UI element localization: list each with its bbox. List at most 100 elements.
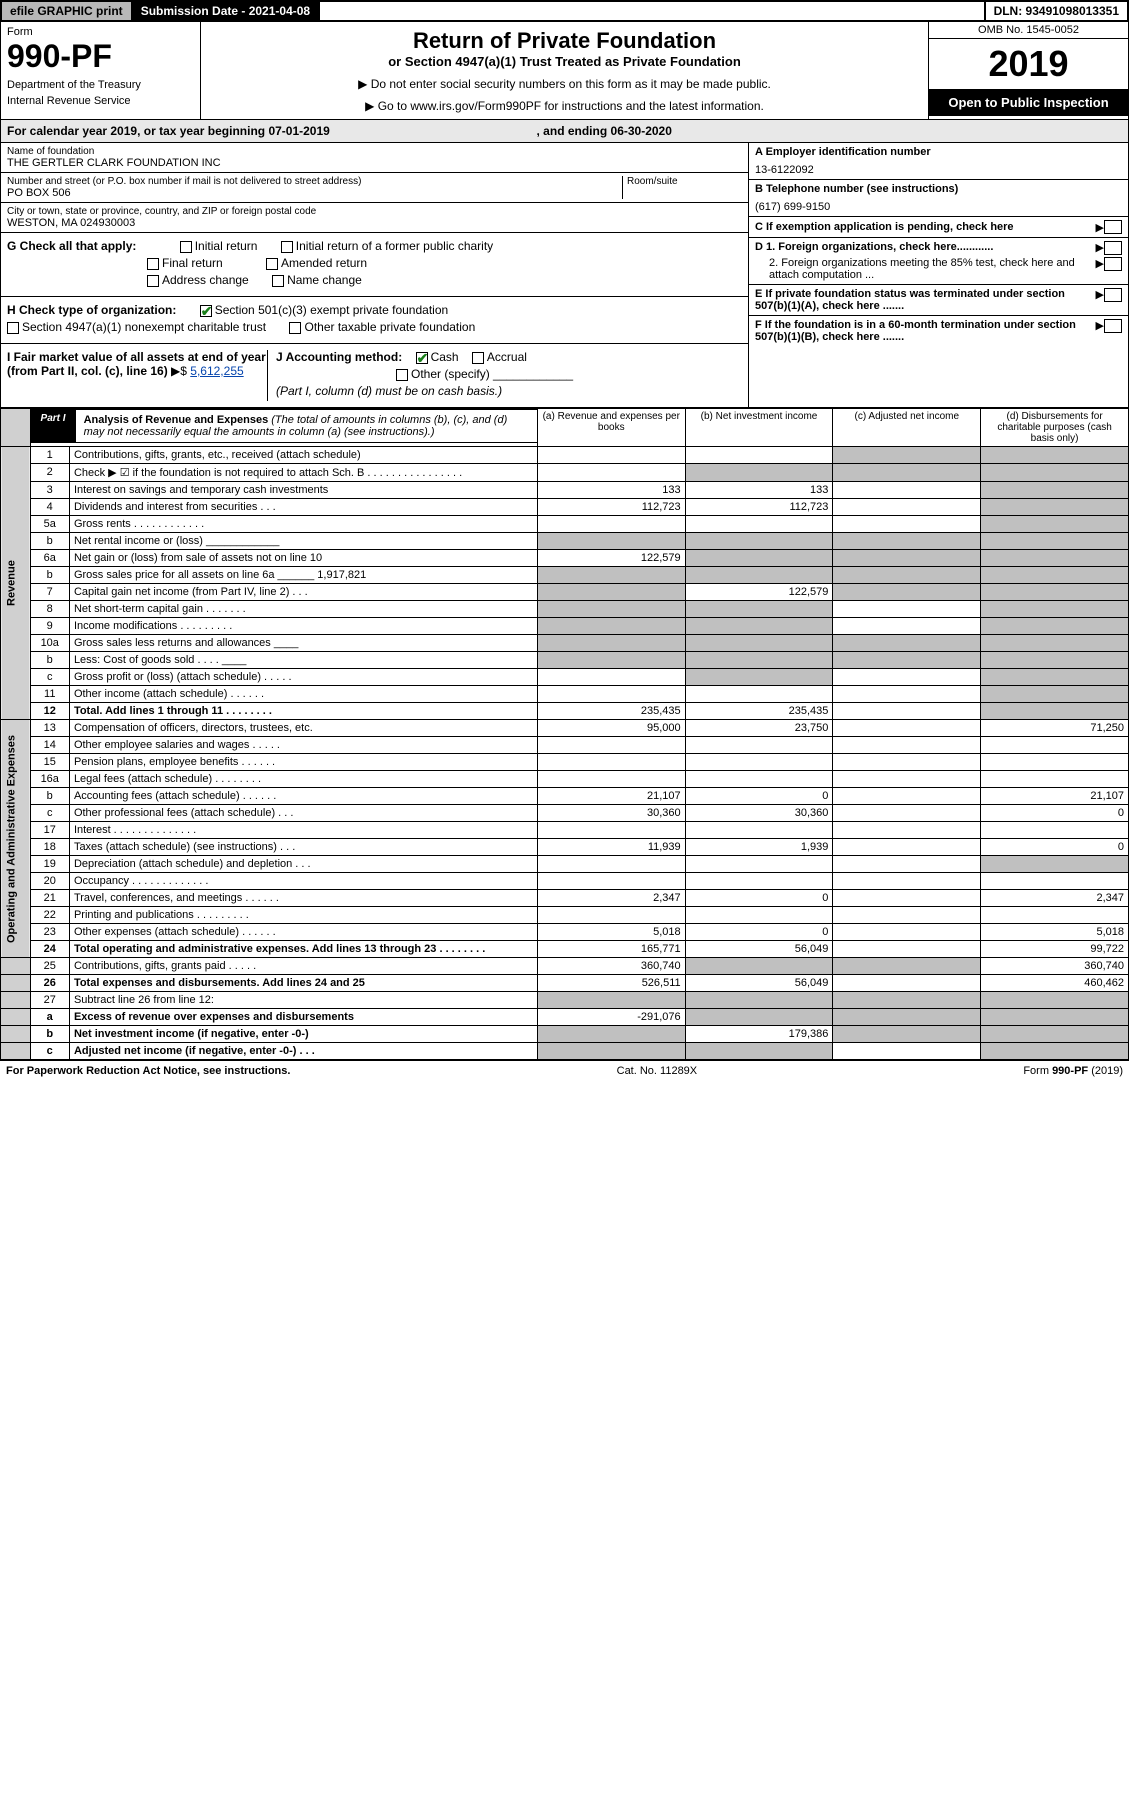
table-row: 10aGross sales less returns and allowanc…: [1, 635, 1129, 652]
amount-cell: 165,771: [537, 941, 685, 958]
row-desc: Gross rents . . . . . . . . . . . .: [69, 516, 537, 533]
chk-initial[interactable]: [180, 241, 192, 253]
chk-address[interactable]: [147, 275, 159, 287]
chk-d2[interactable]: [1104, 257, 1122, 271]
j-note: (Part I, column (d) must be on cash basi…: [276, 384, 742, 398]
amount-cell: 11,939: [537, 839, 685, 856]
efile-label[interactable]: efile GRAPHIC print: [2, 2, 133, 20]
table-row: 20Occupancy . . . . . . . . . . . . .: [1, 873, 1129, 890]
section-h: H Check type of organization: Section 50…: [1, 297, 748, 344]
fmv-value[interactable]: 5,612,255: [190, 364, 243, 378]
amount-cell: [833, 635, 981, 652]
amount-cell: [537, 652, 685, 669]
chk-f[interactable]: [1104, 319, 1122, 333]
chk-other-method[interactable]: [396, 369, 408, 381]
row-num: 1: [30, 447, 69, 464]
chk-accrual[interactable]: [472, 352, 484, 364]
chk-amended[interactable]: [266, 258, 278, 270]
row-num: 6a: [30, 550, 69, 567]
table-row: Revenue1Contributions, gifts, grants, et…: [1, 447, 1129, 464]
amount-cell: 0: [685, 890, 833, 907]
amount-cell: [537, 873, 685, 890]
chk-other-taxable[interactable]: [289, 322, 301, 334]
table-row: 2Check ▶ ☑ if the foundation is not requ…: [1, 464, 1129, 482]
col-a: (a) Revenue and expenses per books: [537, 409, 685, 447]
row-num: 26: [30, 975, 69, 992]
row-num: 5a: [30, 516, 69, 533]
chk-501c3[interactable]: [200, 305, 212, 317]
chk-initial-former[interactable]: [281, 241, 293, 253]
amount-cell: [833, 890, 981, 907]
chk-cash[interactable]: [416, 352, 428, 364]
amount-cell: [981, 703, 1129, 720]
amount-cell: [833, 805, 981, 822]
amount-cell: [833, 686, 981, 703]
amount-cell: 360,740: [537, 958, 685, 975]
row-num: a: [30, 1009, 69, 1026]
table-row: 22Printing and publications . . . . . . …: [1, 907, 1129, 924]
row-desc: Accounting fees (attach schedule) . . . …: [69, 788, 537, 805]
row-num: 3: [30, 482, 69, 499]
amount-cell: [981, 754, 1129, 771]
row-num: 25: [30, 958, 69, 975]
chk-e[interactable]: [1104, 288, 1122, 302]
row-num: 16a: [30, 771, 69, 788]
table-row: 18Taxes (attach schedule) (see instructi…: [1, 839, 1129, 856]
amount-cell: 21,107: [537, 788, 685, 805]
city: WESTON, MA 024930003: [7, 217, 742, 229]
chk-d1[interactable]: [1104, 241, 1122, 255]
amount-cell: [981, 652, 1129, 669]
amount-cell: [981, 482, 1129, 499]
row-desc: Gross sales less returns and allowances …: [69, 635, 537, 652]
amount-cell: [833, 788, 981, 805]
amount-cell: [833, 601, 981, 618]
row-num: c: [30, 1043, 69, 1060]
amount-cell: [833, 567, 981, 584]
amount-cell: [685, 652, 833, 669]
row-desc: Contributions, gifts, grants, etc., rece…: [69, 447, 537, 464]
d2-label: 2. Foreign organizations meeting the 85%…: [755, 257, 1096, 281]
table-row: 24Total operating and administrative exp…: [1, 941, 1129, 958]
amount-cell: [685, 754, 833, 771]
part1-tab: Part I: [31, 409, 76, 443]
h-label: H Check type of organization:: [7, 303, 176, 317]
row-desc: Total expenses and disbursements. Add li…: [69, 975, 537, 992]
chk-name[interactable]: [272, 275, 284, 287]
amount-cell: 235,435: [685, 703, 833, 720]
amount-cell: [833, 1026, 981, 1043]
amount-cell: 179,386: [685, 1026, 833, 1043]
amount-cell: [833, 482, 981, 499]
row-desc: Travel, conferences, and meetings . . . …: [69, 890, 537, 907]
row-num: b: [30, 652, 69, 669]
amount-cell: [685, 1009, 833, 1026]
amount-cell: 526,511: [537, 975, 685, 992]
section-g: G Check all that apply: Initial return I…: [1, 233, 748, 297]
amount-cell: [537, 907, 685, 924]
amount-cell: [833, 856, 981, 873]
chk-4947[interactable]: [7, 322, 19, 334]
row-desc: Gross sales price for all assets on line…: [69, 567, 537, 584]
title: Return of Private Foundation: [207, 28, 922, 54]
row-desc: Net gain or (loss) from sale of assets n…: [69, 550, 537, 567]
chk-final[interactable]: [147, 258, 159, 270]
cal-end: , and ending 06-30-2020: [537, 124, 672, 138]
amount-cell: [833, 720, 981, 737]
amount-cell: [833, 550, 981, 567]
row-num: 12: [30, 703, 69, 720]
amount-cell: [833, 1043, 981, 1060]
row-desc: Other expenses (attach schedule) . . . .…: [69, 924, 537, 941]
amount-cell: [981, 1043, 1129, 1060]
chk-c[interactable]: [1104, 220, 1122, 234]
goto-link[interactable]: ▶ Go to www.irs.gov/Form990PF for instru…: [207, 99, 922, 113]
amount-cell: 95,000: [537, 720, 685, 737]
table-row: 7Capital gain net income (from Part IV, …: [1, 584, 1129, 601]
ein: 13-6122092: [755, 164, 1122, 176]
header: Form 990-PF Department of the Treasury I…: [0, 22, 1129, 120]
amount-cell: [685, 822, 833, 839]
row-desc: Interest . . . . . . . . . . . . . .: [69, 822, 537, 839]
e-label: E If private foundation status was termi…: [755, 288, 1065, 312]
amount-cell: [537, 464, 685, 482]
amount-cell: [833, 839, 981, 856]
row-desc: Capital gain net income (from Part IV, l…: [69, 584, 537, 601]
ein-label: A Employer identification number: [755, 146, 931, 158]
